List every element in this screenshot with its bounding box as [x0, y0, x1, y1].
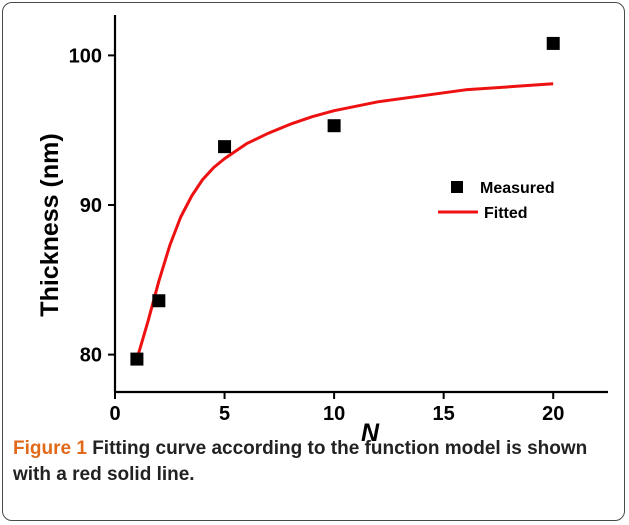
caption-text: Fitting curve according to the function …: [13, 438, 587, 485]
y-tick-label: 90: [80, 195, 102, 217]
x-tick-label: 20: [542, 403, 564, 425]
caption-label: Figure 1: [13, 438, 87, 459]
y-axis-label: Thickness (nm): [36, 133, 64, 316]
legend-fitted-label: Fitted: [484, 205, 528, 222]
plot-area: 0 5 10 15 20 80 90 100 Measured Fitted: [69, 15, 608, 425]
y-tick-label: 80: [80, 345, 102, 367]
figure-caption: Figure 1 Fitting curve according to the …: [13, 436, 603, 488]
measured-point: [130, 353, 143, 366]
x-tick-label: 10: [323, 403, 345, 425]
x-tick-label: 5: [219, 403, 230, 425]
measured-point: [328, 119, 341, 132]
measured-point: [152, 294, 165, 307]
legend-measured-marker: [451, 181, 463, 193]
legend-measured-label: Measured: [480, 180, 555, 197]
measured-point: [547, 37, 560, 50]
x-tick-label: 0: [109, 403, 120, 425]
x-tick-label: 15: [433, 403, 455, 425]
y-tick-label: 100: [69, 45, 102, 67]
measured-point: [218, 140, 231, 153]
